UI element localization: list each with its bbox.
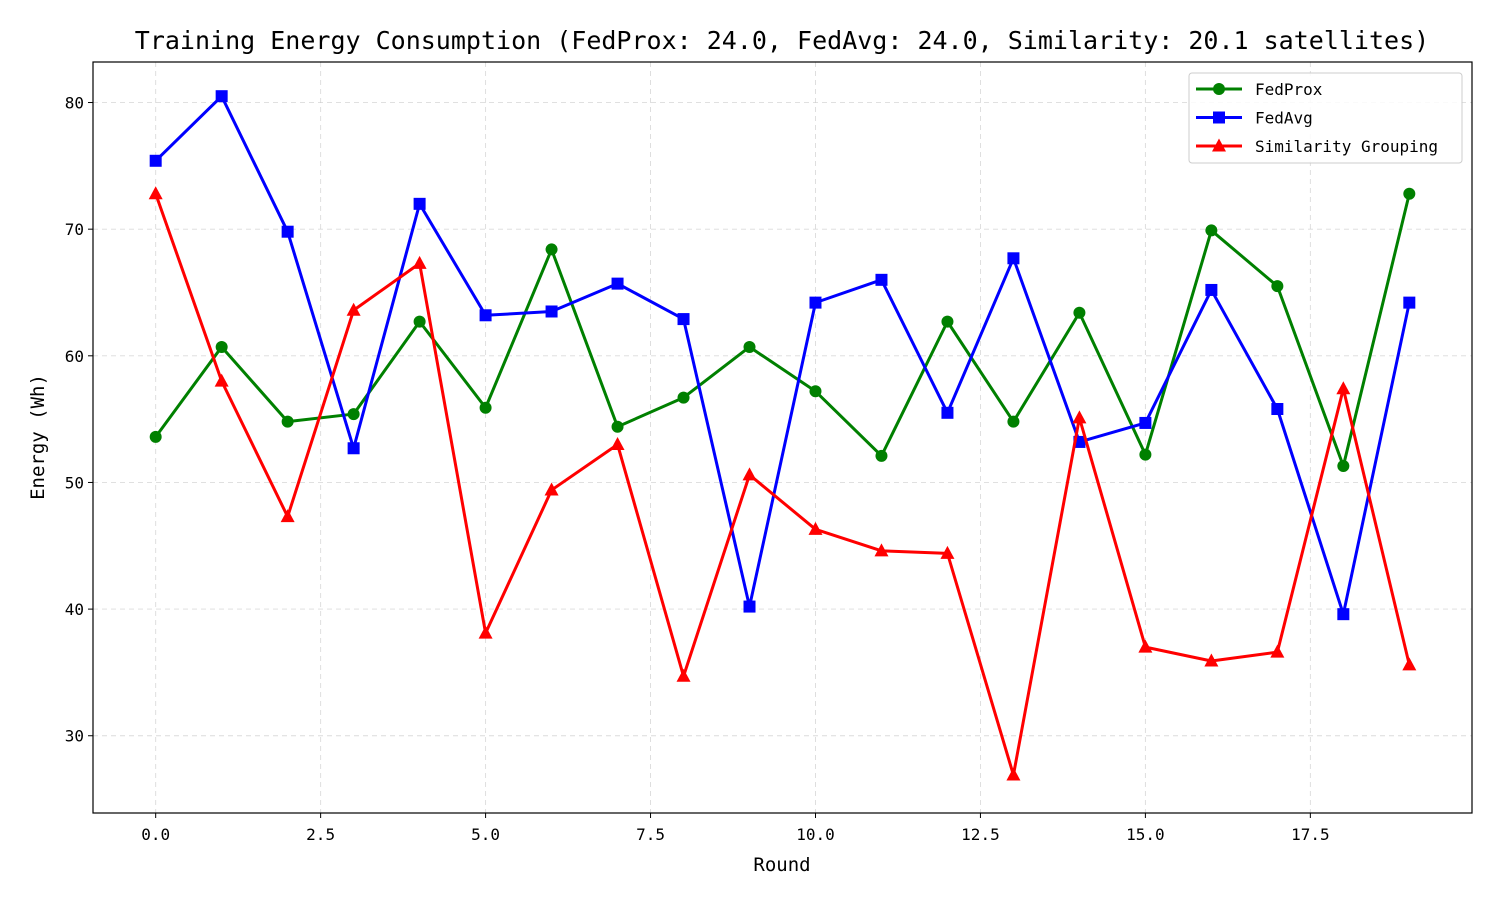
similarity-grouping-point [148, 186, 163, 200]
similarity-grouping-point [412, 255, 427, 269]
x-tick-label: 5.0 [471, 825, 500, 844]
fedprox-point [479, 401, 492, 414]
series-group [148, 90, 1417, 781]
fedprox-point [1337, 459, 1350, 472]
fedavg-point [281, 225, 294, 238]
fedavg-point [875, 273, 888, 286]
legend-marker-fedavg [1213, 111, 1225, 124]
fedprox-point [1403, 187, 1416, 200]
similarity-grouping-point [874, 543, 889, 557]
fedprox-point [545, 243, 558, 256]
similarity-grouping-point [544, 482, 559, 496]
fedavg-point [743, 600, 756, 613]
similarity-grouping-point [1270, 644, 1285, 658]
x-tick-label: 10.0 [796, 825, 835, 844]
similarity-grouping-point [280, 509, 295, 523]
fedprox-point [941, 315, 954, 328]
fedavg-point [1007, 252, 1020, 265]
fedprox-line [154, 193, 1411, 468]
similarity-grouping-point [214, 373, 229, 387]
fedprox-point [809, 385, 822, 398]
legend-label-fedavg: FedAvg [1255, 109, 1313, 128]
x-tick-label: 7.5 [636, 825, 665, 844]
axis-ticks: 0.0 2.5 5.0 7.5 10.0 12.5 15.0 17.5 30 40 50 60 70 80 [65, 94, 1330, 844]
fedprox-point [875, 449, 888, 462]
fedavg-point [1403, 296, 1416, 309]
y-tick-label: 80 [65, 94, 84, 113]
legend-marker-fedprox [1213, 83, 1225, 95]
fedprox-point [149, 430, 162, 443]
fedprox-point [1073, 306, 1086, 319]
x-axis-label: Round [753, 854, 810, 876]
legend-marker-similarity-grouping [1212, 138, 1226, 152]
plot-frame [92, 61, 1473, 814]
fedavg-point [677, 313, 690, 326]
legend-box [1188, 72, 1463, 164]
fedavg-line [154, 94, 1411, 616]
grid-lines [93, 62, 1472, 813]
fedprox-point [611, 420, 624, 433]
x-tick-label: 15.0 [1126, 825, 1165, 844]
similarity-grouping-point [478, 625, 493, 639]
fedavg-point [941, 406, 954, 419]
similarity-grouping-point [940, 545, 955, 559]
similarity-grouping-point [1402, 657, 1417, 671]
x-tick-label: 0.0 [141, 825, 170, 844]
fedprox-point [347, 408, 360, 421]
fedprox-point [1007, 415, 1020, 428]
fedavg-point [149, 154, 162, 167]
y-tick-label: 30 [65, 727, 84, 746]
fedprox-point [677, 391, 690, 404]
fedprox-point [1139, 448, 1152, 461]
legend-label-similarity-grouping: Similarity Grouping [1255, 137, 1438, 156]
fedavg-point [413, 197, 426, 210]
fedavg-point [611, 277, 624, 290]
x-tick-label: 12.5 [961, 825, 1000, 844]
y-axis-label: Energy (Wh) [27, 374, 49, 500]
legend: FedProx FedAvg Similarity Grouping [1188, 72, 1463, 164]
chart-title: Training Energy Consumption (FedProx: 24… [135, 26, 1429, 55]
fedavg-point [215, 90, 228, 103]
y-tick-label: 60 [65, 347, 84, 366]
legend-label-fedprox: FedProx [1255, 80, 1323, 99]
similarity-grouping-point [1138, 639, 1153, 653]
fedavg-point [809, 296, 822, 309]
similarity-grouping-point [610, 436, 625, 450]
fedavg-point [1271, 403, 1284, 416]
y-tick-label: 70 [65, 220, 84, 239]
fedprox-point [743, 340, 756, 353]
similarity-grouping-point [808, 521, 823, 535]
fedavg-point [1205, 283, 1218, 296]
y-tick-label: 50 [65, 473, 84, 492]
x-tick-label: 2.5 [306, 825, 335, 844]
similarity-grouping-point [1204, 653, 1219, 667]
fedprox-point [413, 315, 426, 328]
similarity-grouping-point [1006, 767, 1021, 781]
similarity-grouping-line [154, 193, 1411, 777]
similarity-grouping-point [676, 668, 691, 682]
fedavg-point [1139, 416, 1152, 429]
fedavg-point [479, 309, 492, 322]
fedprox-point [1271, 280, 1284, 293]
fedavg-point [1337, 608, 1350, 621]
similarity-grouping-point [742, 467, 757, 481]
fedprox-point [215, 340, 228, 353]
similarity-grouping-point [1072, 410, 1087, 424]
fedprox-point [1205, 224, 1218, 237]
y-tick-label: 40 [65, 600, 84, 619]
similarity-grouping-point [1336, 381, 1351, 395]
x-tick-label: 17.5 [1291, 825, 1330, 844]
fedprox-point [281, 415, 294, 428]
fedavg-point [545, 305, 558, 318]
similarity-grouping-point [346, 302, 361, 316]
fedavg-point [347, 442, 360, 455]
